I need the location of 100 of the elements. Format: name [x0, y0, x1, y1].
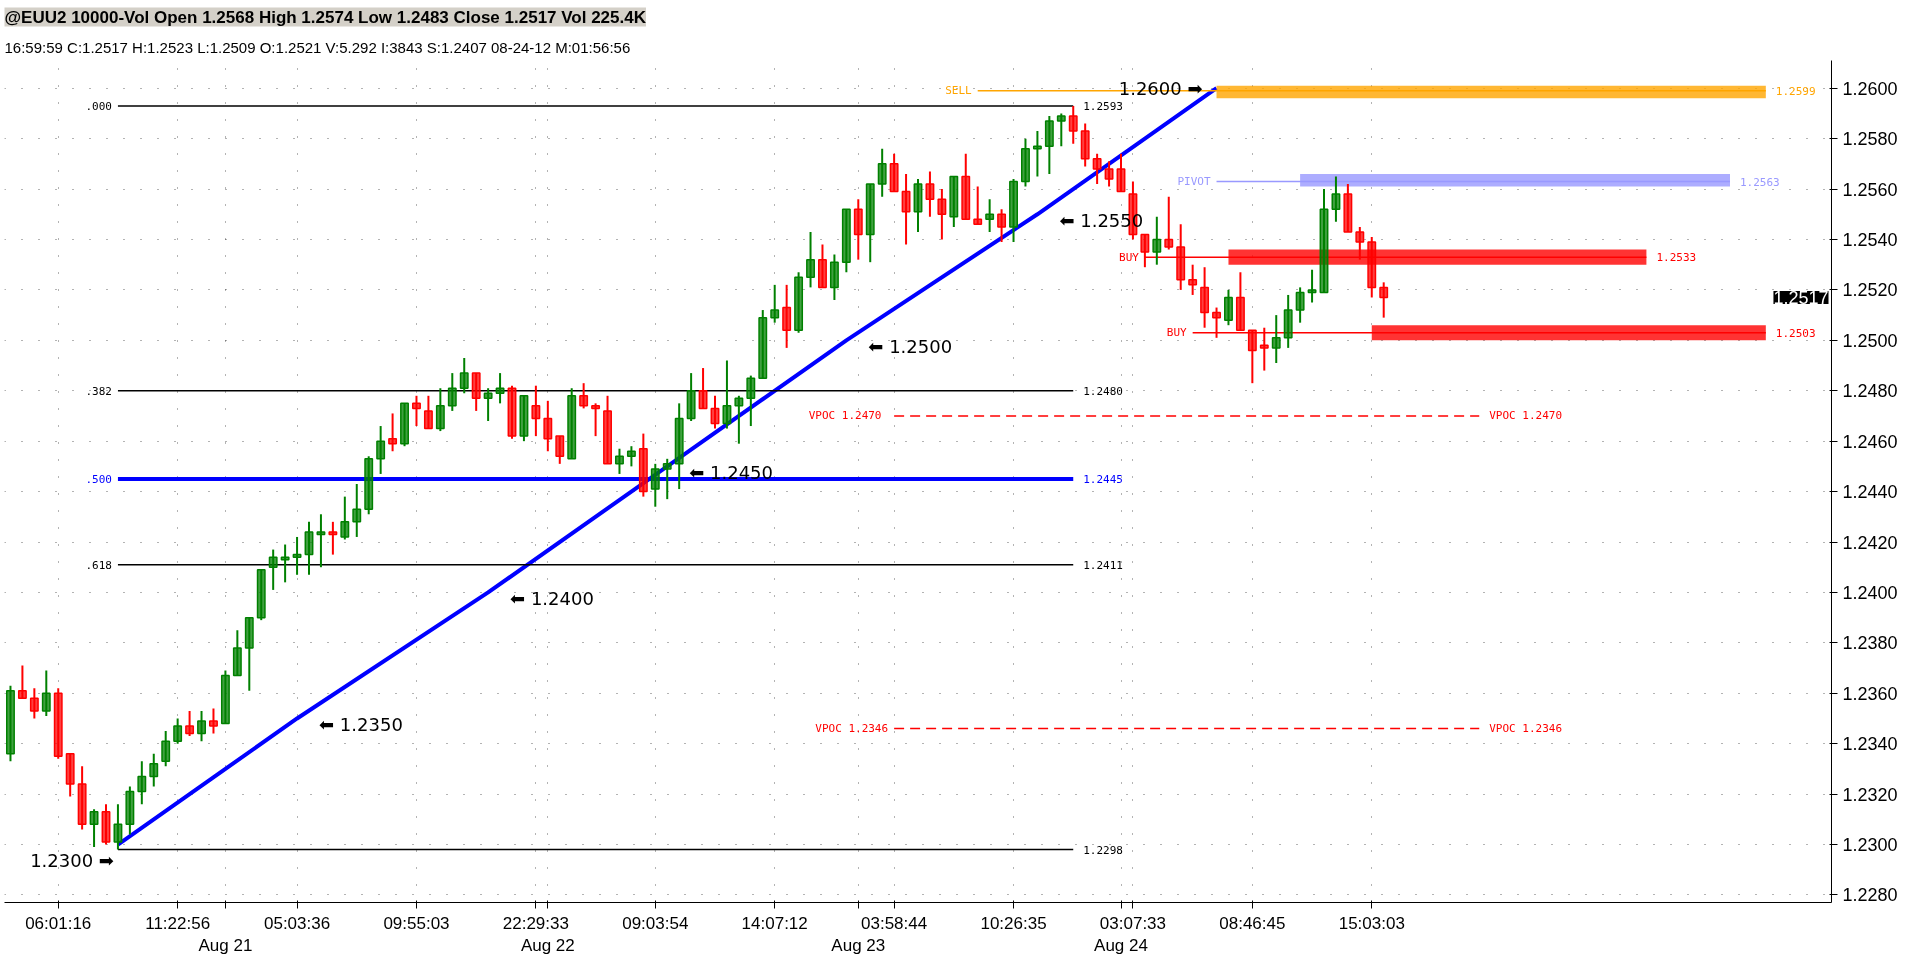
candlestick [495, 372, 505, 405]
candlestick [268, 548, 278, 591]
x-tick-label: Aug 21 [198, 936, 253, 956]
candlestick [1331, 175, 1341, 223]
series-label: VPOC 1.2346 [815, 722, 889, 736]
data-label: 1.2300 ➡ [30, 850, 114, 872]
y-tick-label: 1.2420 [1842, 532, 1898, 553]
x-tick-label: 11:22:56 [145, 913, 211, 933]
candlestick [459, 356, 469, 395]
candlestick [352, 483, 362, 538]
data-label: 1.2563 [1740, 175, 1780, 189]
candlestick [483, 387, 493, 422]
candlestick [304, 520, 314, 576]
candlestick [579, 382, 589, 410]
y-tick-label: 1.2320 [1842, 784, 1898, 805]
y-tick-label: 1.2520 [1842, 280, 1898, 301]
candlestick [340, 495, 350, 541]
series-label: .382 [85, 384, 112, 398]
data-label: ⬅ 1.2400 [510, 587, 594, 609]
data-label: 1.2599 [1775, 84, 1816, 98]
candlestick [1224, 288, 1233, 327]
candlestick [615, 447, 624, 475]
candlestick [423, 394, 433, 430]
series-label: BUY [1166, 326, 1188, 340]
candlestick [113, 803, 123, 851]
candlestick [650, 462, 660, 508]
candlestick [17, 664, 27, 700]
y-tick-label: 1.2380 [1842, 633, 1898, 654]
x-tick-label: 03:07:33 [1099, 913, 1167, 933]
candlestick [985, 198, 995, 233]
y-tick-label: 1.2540 [1842, 229, 1898, 250]
x-tick-label: 09:03:54 [622, 913, 689, 933]
candlestick [435, 387, 445, 433]
candlestick [328, 520, 338, 556]
candlestick [937, 188, 947, 241]
text: 1.2517 [1773, 287, 1829, 308]
x-tick-label: Aug 22 [520, 936, 575, 956]
candlestick [543, 399, 553, 453]
candlestick [137, 760, 147, 806]
candlestick [1188, 263, 1198, 296]
candlestick [782, 283, 792, 349]
data-label: 1.2533 [1656, 251, 1697, 265]
x-tick-label: 15:03:03 [1338, 913, 1405, 933]
candlestick [1068, 104, 1078, 145]
candlestick [722, 359, 732, 430]
x-tick-label: 22:29:33 [502, 913, 569, 933]
candlestick [1164, 195, 1174, 251]
data-label: 1.2445 [1083, 472, 1123, 486]
candlestick [161, 730, 171, 768]
series-label: .618 [85, 558, 112, 572]
candlestick [698, 367, 708, 410]
y-tick-label: 1.2480 [1842, 381, 1898, 402]
candlestick [806, 230, 815, 289]
candlestick [734, 394, 744, 445]
y-tick-label: 1.2460 [1842, 431, 1898, 452]
candlestick [1295, 286, 1305, 324]
candlestick [185, 709, 195, 738]
candlestick [626, 445, 636, 468]
candlestick [1032, 130, 1042, 178]
y-tick-label: 1.2440 [1842, 482, 1898, 503]
candlestick [746, 374, 756, 428]
candlestick [1271, 314, 1281, 365]
candlestick [1307, 268, 1317, 304]
candlestick [770, 283, 780, 324]
x-tick-label: 09:55:03 [383, 913, 450, 933]
candlestick [1092, 152, 1102, 186]
series-label: PIVOT [1177, 175, 1211, 189]
data-label: 1.2480 [1083, 384, 1123, 398]
candlestick [1379, 281, 1389, 319]
data-label: VPOC 1.2346 [1489, 722, 1563, 736]
candlestick [997, 208, 1007, 244]
candlestick [531, 384, 541, 438]
candlestick [388, 412, 398, 453]
data-label: 1.2503 [1775, 326, 1816, 340]
y-tick-label: 1.2340 [1842, 734, 1898, 755]
candlestick [1152, 215, 1162, 266]
candlestick [292, 535, 302, 576]
candlestick [1104, 160, 1114, 188]
candlestick [89, 808, 99, 849]
x-tick-label: 14:07:12 [741, 913, 808, 933]
candlestick [1116, 152, 1126, 193]
x-tick-label: Aug 24 [1094, 936, 1148, 956]
y-tick-label: 1.2600 [1842, 78, 1898, 99]
series-label: SELL [945, 84, 973, 98]
candlestick [925, 170, 935, 218]
x-tick-label: 05:03:36 [263, 913, 331, 933]
candlestick [149, 752, 159, 788]
x-tick-label: 10:26:35 [980, 913, 1047, 933]
data-label: VPOC 1.2470 [1489, 409, 1563, 423]
series-label: VPOC 1.2470 [808, 409, 882, 423]
data-label: 1.2298 [1083, 843, 1123, 857]
series-label: BUY [1119, 250, 1140, 264]
candlestick [316, 513, 326, 569]
candlestick [173, 717, 183, 745]
candlestick [197, 709, 206, 743]
y-tick-label: 1.2300 [1842, 835, 1898, 856]
data-label: ⬅ 1.2350 [319, 713, 403, 735]
data-label: 1.2593 [1083, 99, 1123, 113]
candlestick [447, 372, 457, 412]
chart-title: @EUU2 10000-Vol Open 1.2568 High 1.2574 Low 1.2483 Close 1.2517 Vol 225.4K [4, 7, 647, 27]
